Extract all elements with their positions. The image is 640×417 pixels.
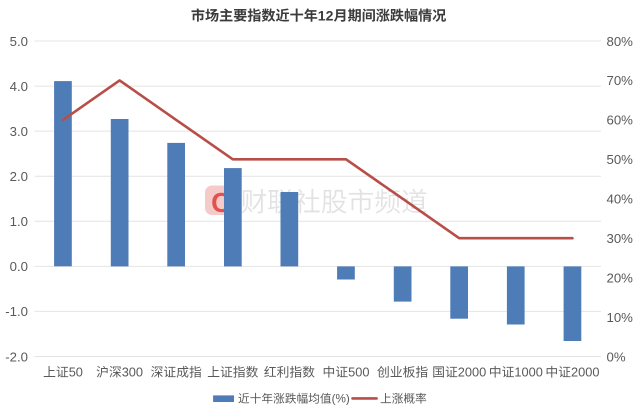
svg-text:0%: 0% [607,349,626,364]
svg-text:2000: 2000 [571,365,599,380]
svg-text:40%: 40% [607,192,634,207]
svg-text:70%: 70% [607,73,634,88]
svg-text:10%: 10% [607,310,634,325]
svg-text:30%: 30% [607,231,634,246]
svg-text:12: 12 [318,8,334,24]
svg-text:50%: 50% [607,152,634,167]
svg-text:5.0: 5.0 [10,34,28,49]
svg-text:1.0: 1.0 [10,214,28,229]
svg-text:1000: 1000 [514,365,542,380]
svg-text:500: 500 [348,365,369,380]
svg-text:50: 50 [69,365,83,380]
svg-text:4.0: 4.0 [10,79,28,94]
svg-text:300: 300 [122,365,143,380]
svg-text:2000: 2000 [458,365,486,380]
svg-text:60%: 60% [607,113,634,128]
svg-text:(%): (%) [332,393,350,406]
svg-text:-2.0: -2.0 [5,349,28,364]
svg-text:80%: 80% [607,34,634,49]
svg-text:2.0: 2.0 [10,169,28,184]
svg-text:20%: 20% [607,270,634,285]
svg-text:0.0: 0.0 [10,259,28,274]
svg-text:3.0: 3.0 [10,124,28,139]
svg-text:-1.0: -1.0 [5,304,28,319]
